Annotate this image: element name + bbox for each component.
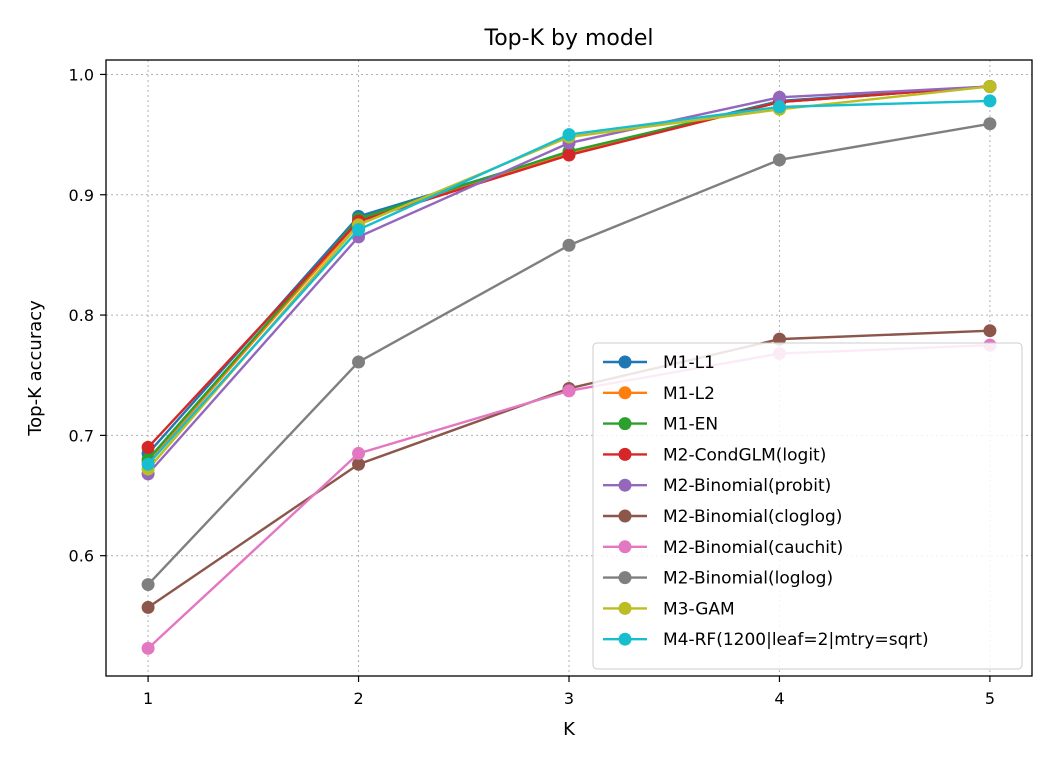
data-point (772, 332, 786, 346)
legend-label: M2-Binomial(probit) (663, 476, 831, 496)
data-point (562, 128, 576, 142)
y-tick-label: 0.6 (69, 547, 94, 566)
legend-label: M4-RF(1200|leaf=2|mtry=sqrt) (663, 630, 929, 650)
y-tick-label: 0.7 (69, 426, 94, 445)
legend-item: M2-Binomial(loglog) (603, 569, 833, 589)
y-tick-label: 0.9 (69, 186, 94, 205)
data-point (983, 117, 997, 131)
legend-swatch-marker (618, 447, 632, 461)
data-point (141, 578, 155, 592)
legend-swatch-marker (618, 601, 632, 615)
legend-item: M1-EN (603, 415, 718, 435)
data-point (352, 457, 366, 471)
x-tick-label: 1 (143, 689, 153, 708)
legend-label: M2-CondGLM(logit) (663, 445, 826, 465)
legend-label: M2-Binomial(cloglog) (663, 507, 842, 527)
data-point (772, 90, 786, 104)
data-point (352, 223, 366, 237)
y-tick-label: 1.0 (69, 65, 94, 84)
data-point (141, 641, 155, 655)
legend-swatch-marker (618, 632, 632, 646)
legend-label: M1-L1 (663, 353, 715, 373)
x-tick-label: 3 (564, 689, 574, 708)
data-point (141, 440, 155, 454)
axis-ticks: 1 2 3 4 5 0.6 0.7 0.8 0.9 1.0 (69, 65, 995, 708)
legend-item: M1-L1 (603, 353, 715, 373)
legend-item: M2-CondGLM(logit) (603, 445, 826, 465)
data-point (772, 100, 786, 114)
legend-swatch-marker (618, 478, 632, 492)
x-tick-label: 2 (353, 689, 363, 708)
legend-item: M2-Binomial(cauchit) (603, 538, 843, 558)
legend-item: M2-Binomial(cloglog) (603, 507, 842, 527)
legend-label: M1-EN (663, 415, 718, 435)
series-group (141, 79, 997, 655)
data-point (772, 153, 786, 167)
legend-swatch-marker (618, 540, 632, 554)
series-7 (141, 117, 997, 592)
x-tick-label: 5 (985, 689, 995, 708)
data-point (352, 446, 366, 460)
data-point (141, 600, 155, 614)
legend-item: M2-Binomial(probit) (603, 476, 831, 496)
y-tick-label: 0.8 (69, 306, 94, 325)
legend-box (592, 342, 1023, 670)
legend: M1-L1 M1-L2 M1-EN M2-CondGLM(logit) M2-Binom… (592, 342, 1023, 670)
data-point (983, 324, 997, 338)
x-tick-label: 4 (774, 689, 784, 708)
chart-title: Top-K by model (484, 26, 654, 51)
legend-label: M1-L2 (663, 384, 715, 404)
legend-swatch-marker (618, 355, 632, 369)
legend-swatch-marker (618, 509, 632, 523)
legend-label: M2-Binomial(cauchit) (663, 538, 843, 558)
x-axis-label: K (563, 719, 576, 740)
legend-swatch-marker (618, 386, 632, 400)
series-9 (141, 94, 997, 471)
data-point (983, 94, 997, 108)
legend-label: M2-Binomial(loglog) (663, 569, 833, 589)
data-point (562, 238, 576, 252)
legend-swatch-marker (618, 417, 632, 431)
legend-swatch-marker (618, 571, 632, 585)
legend-item: M3-GAM (603, 599, 735, 619)
data-point (141, 457, 155, 471)
data-point (562, 148, 576, 162)
legend-item: M4-RF(1200|leaf=2|mtry=sqrt) (603, 630, 929, 650)
y-axis-label: Top-K accuracy (25, 300, 46, 437)
legend-label: M3-GAM (663, 599, 735, 619)
data-point (352, 355, 366, 369)
legend-item: M1-L2 (603, 384, 715, 404)
data-point (983, 79, 997, 93)
data-point (562, 384, 576, 398)
